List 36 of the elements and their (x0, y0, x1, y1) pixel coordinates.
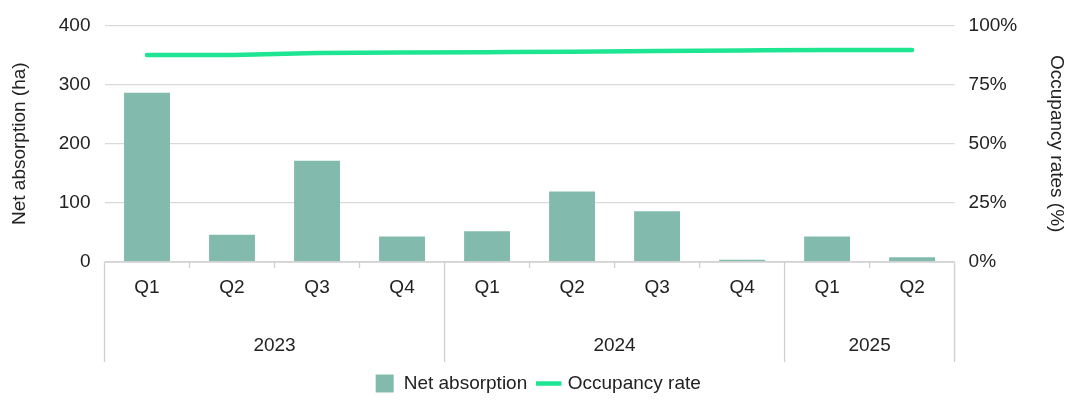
y2-tick-label: 0% (968, 250, 997, 272)
bar (294, 160, 340, 262)
x-tick-label: Q3 (304, 275, 330, 297)
y-tick-label: 300 (58, 72, 91, 94)
bar (889, 257, 936, 262)
legend-label: Net absorption (403, 371, 528, 393)
y2-tick-label: 75% (968, 72, 1007, 94)
x-tick-label: Q1 (474, 275, 500, 297)
bar (464, 231, 510, 262)
x-tick-label: Q3 (644, 275, 670, 297)
bar (549, 191, 596, 262)
y2-tick-label: 25% (968, 191, 1007, 213)
bar (634, 211, 681, 262)
text: 2023 (253, 334, 296, 356)
y-tick-label: 100 (58, 191, 91, 213)
y2-axis-title: Occupancy rates (%) (1047, 55, 1069, 233)
y-tick-label: 400 (58, 13, 91, 35)
text: 2024 (593, 334, 637, 356)
bar (804, 236, 851, 262)
legend-label: Occupancy rate (567, 371, 701, 393)
x-tick-label: Q2 (219, 275, 245, 297)
text: 2025 (848, 334, 891, 356)
x-tick-label: Q1 (134, 275, 160, 297)
y2-tick-label: 50% (968, 131, 1007, 153)
x-tick-label: Q1 (814, 275, 840, 297)
bar (124, 92, 170, 262)
x-tick-label: Q2 (899, 275, 925, 297)
y-axis-title: Net absorption (ha) (7, 62, 29, 226)
x-tick-label: Q4 (389, 275, 416, 297)
x-tick-label: Q2 (559, 275, 585, 297)
y-tick-label: 0 (79, 250, 91, 272)
bar (209, 234, 255, 262)
y2-tick-label: 100% (968, 13, 1018, 35)
x-tick-label: Q4 (729, 275, 756, 297)
bar (379, 236, 425, 262)
y-tick-label: 200 (58, 131, 91, 153)
